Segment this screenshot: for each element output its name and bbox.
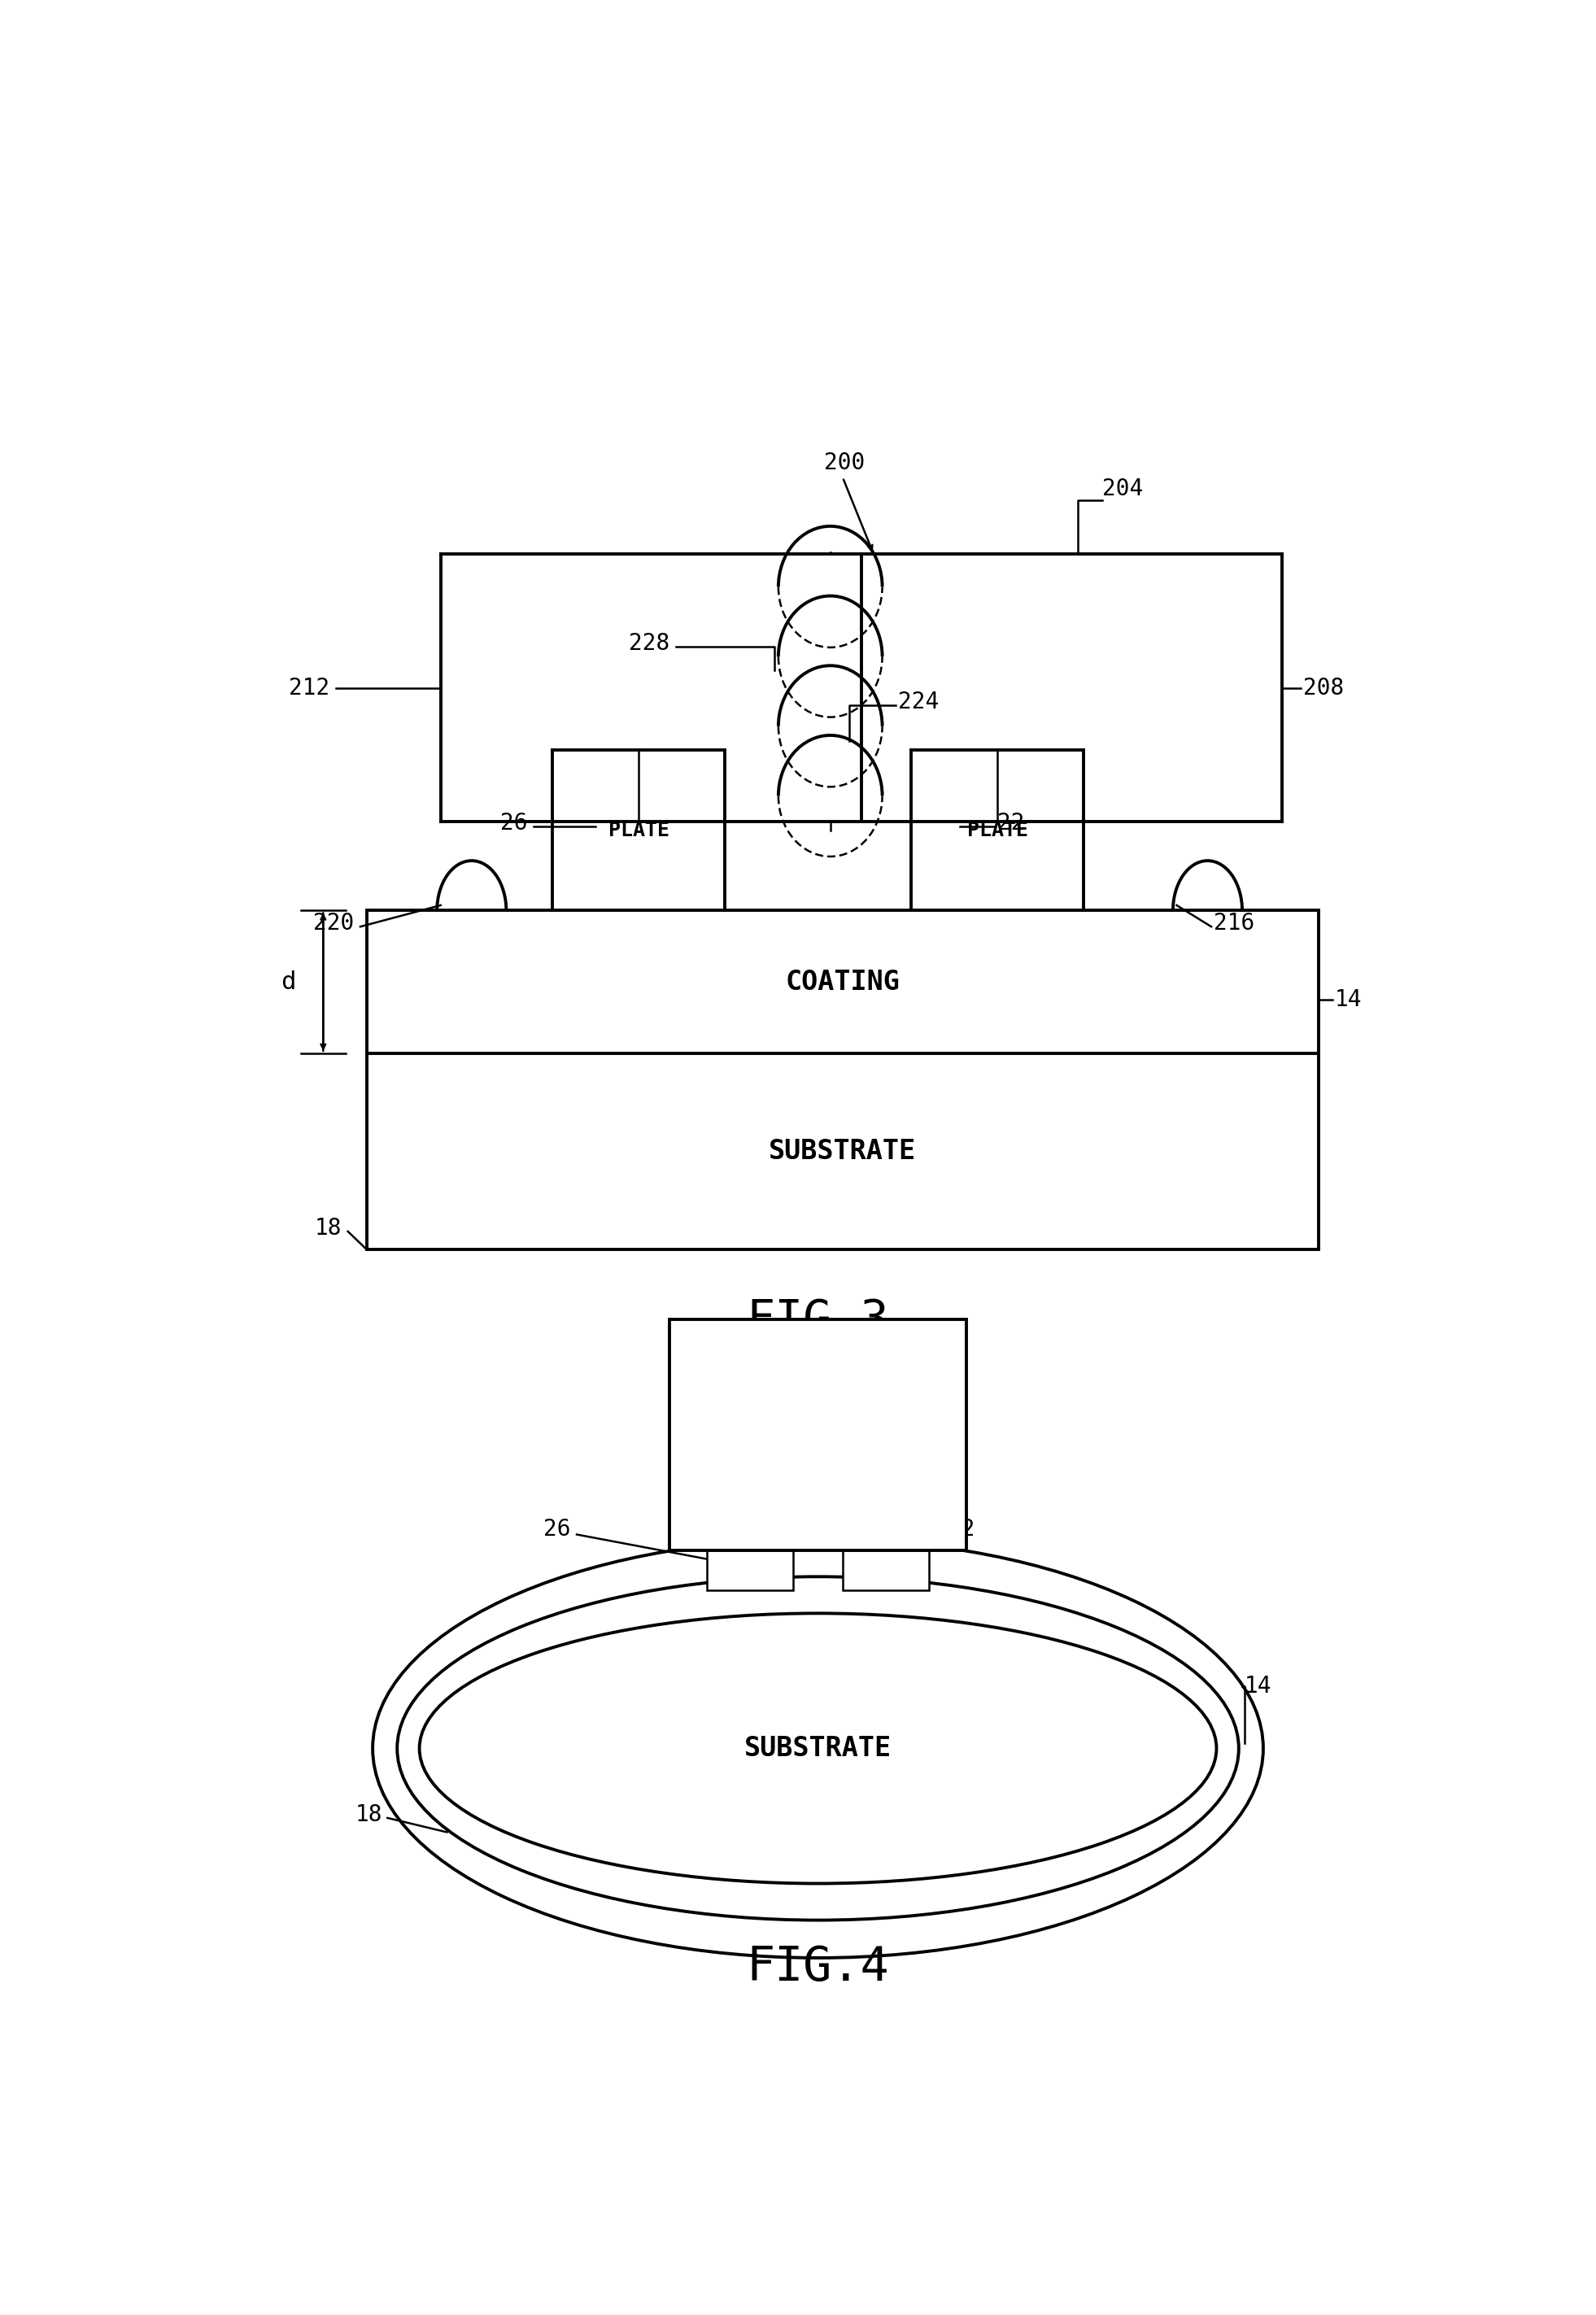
Text: d: d <box>281 970 295 993</box>
Text: 204: 204 <box>1103 477 1143 500</box>
Text: 22: 22 <box>998 813 1025 836</box>
Text: 26: 26 <box>543 1519 571 1539</box>
Text: 220: 220 <box>313 912 354 935</box>
Text: SUBSTRATE: SUBSTRATE <box>744 1734 892 1762</box>
Bar <box>707 1551 793 1590</box>
Text: 212: 212 <box>289 676 329 699</box>
Text: 18: 18 <box>356 1803 383 1827</box>
Text: 14: 14 <box>1334 989 1363 1012</box>
Bar <box>552 750 725 910</box>
Text: SUBSTRATE: SUBSTRATE <box>769 1139 916 1164</box>
Ellipse shape <box>373 1539 1264 1958</box>
Bar <box>367 1053 1318 1250</box>
Text: PLATE: PLATE <box>967 820 1028 840</box>
Text: 228: 228 <box>629 632 670 655</box>
Text: 208: 208 <box>1302 676 1344 699</box>
Text: COATING: COATING <box>785 968 900 995</box>
Text: 216: 216 <box>1213 912 1254 935</box>
Ellipse shape <box>397 1577 1238 1919</box>
Text: 22: 22 <box>948 1519 975 1539</box>
Text: FIG.3: FIG.3 <box>747 1296 889 1343</box>
Bar <box>367 910 1318 1053</box>
Text: FIG.4: FIG.4 <box>747 1945 889 1991</box>
Text: 200: 200 <box>824 451 865 475</box>
Bar <box>911 750 1084 910</box>
Text: PLATE: PLATE <box>608 820 669 840</box>
Text: 18: 18 <box>314 1215 342 1239</box>
Bar <box>670 1320 967 1551</box>
Text: 224: 224 <box>899 690 938 713</box>
Ellipse shape <box>420 1614 1216 1884</box>
Text: 26: 26 <box>500 813 527 836</box>
Bar <box>843 1551 929 1590</box>
Text: 14: 14 <box>1245 1674 1272 1697</box>
